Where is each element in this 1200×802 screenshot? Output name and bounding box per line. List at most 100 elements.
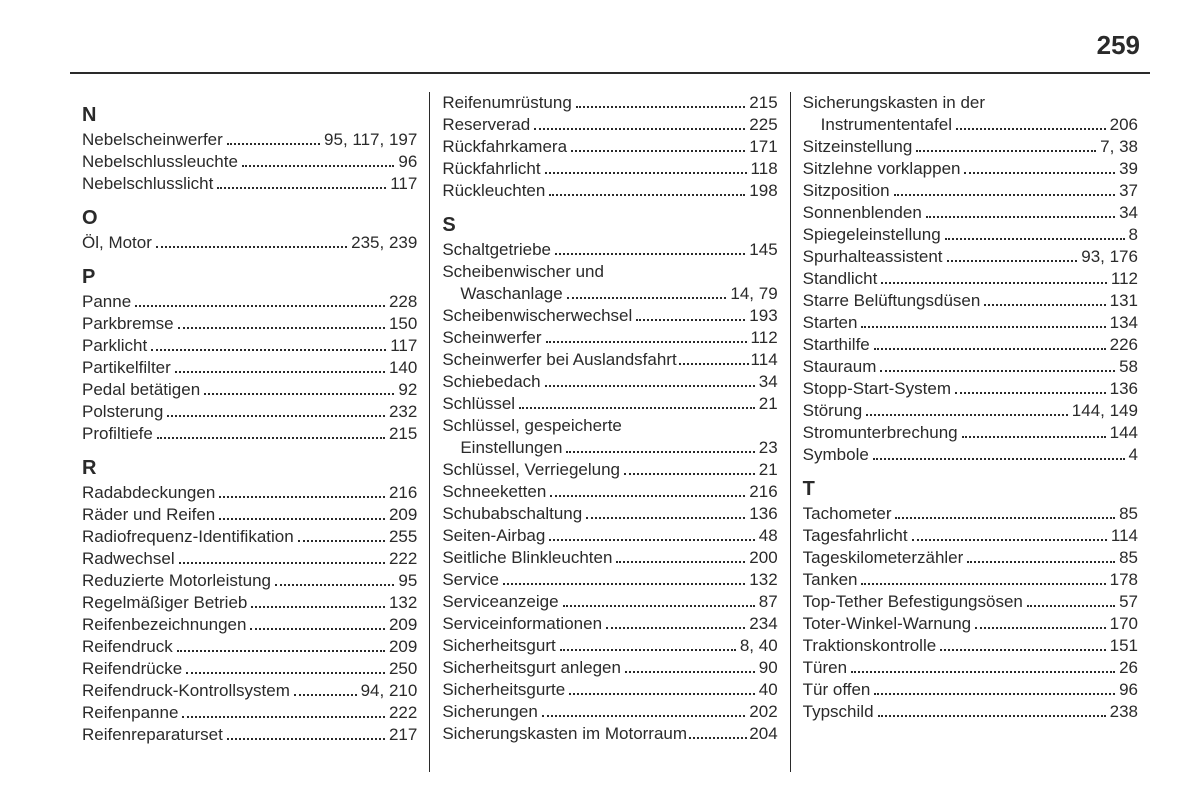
index-pages: 85 xyxy=(1119,503,1138,525)
index-term: Scheibenwischer und xyxy=(442,261,604,283)
index-entry: Reifenbezeichnungen209 xyxy=(82,614,417,636)
index-entry: Sicherheitsgurte40 xyxy=(442,679,777,701)
index-term: Tanken xyxy=(803,569,858,591)
leader-dots xyxy=(1027,605,1115,607)
index-entry: Öl, Motor235, 239 xyxy=(82,232,417,254)
index-term: Instrumententafel xyxy=(803,114,952,136)
index-entry: Stauraum58 xyxy=(803,356,1138,378)
index-entry: Sitzeinstellung7, 38 xyxy=(803,136,1138,158)
index-entry: Stromunterbrechung144 xyxy=(803,422,1138,444)
index-entry: Instrumententafel206 xyxy=(803,114,1138,136)
leader-dots xyxy=(616,561,745,563)
index-entry: Sicherungskasten im Motorraum 204 xyxy=(442,723,777,745)
index-term: Rückfahrlicht xyxy=(442,158,540,180)
leader-dots xyxy=(546,341,747,343)
leader-dots xyxy=(866,414,1068,416)
index-letter: R xyxy=(82,457,417,480)
index-pages: 209 xyxy=(389,504,417,526)
index-pages: 215 xyxy=(389,423,417,445)
index-entry: Tachometer85 xyxy=(803,503,1138,525)
index-entry: Schiebedach34 xyxy=(442,371,777,393)
index-pages: 209 xyxy=(389,614,417,636)
index-entry: Reduzierte Motorleistung95 xyxy=(82,570,417,592)
index-term: Typschild xyxy=(803,701,874,723)
index-entry: Parklicht117 xyxy=(82,335,417,357)
leader-dots xyxy=(874,348,1106,350)
leader-dots xyxy=(545,172,747,174)
leader-dots xyxy=(182,716,385,718)
index-pages: 96 xyxy=(1119,679,1138,701)
index-entry: Polsterung232 xyxy=(82,401,417,423)
index-entry: Tageskilometerzähler85 xyxy=(803,547,1138,569)
index-pages: 14, 79 xyxy=(730,283,777,305)
index-pages: 112 xyxy=(1111,268,1138,290)
index-pages: 136 xyxy=(749,503,777,525)
index-entry: Radwechsel222 xyxy=(82,548,417,570)
index-term: Radabdeckungen xyxy=(82,482,215,504)
index-pages: 21 xyxy=(759,393,778,415)
index-pages: 225 xyxy=(749,114,777,136)
index-pages: 131 xyxy=(1110,290,1138,312)
index-pages: 117 xyxy=(390,335,417,357)
index-term: Räder und Reifen xyxy=(82,504,215,526)
leader-dots xyxy=(851,671,1115,673)
index-term: Schlüssel, Verriegelung xyxy=(442,459,620,481)
index-entry: Starten134 xyxy=(803,312,1138,334)
leader-dots xyxy=(298,540,385,542)
leader-dots xyxy=(294,694,357,696)
index-pages: 222 xyxy=(389,548,417,570)
index-entry: Starre Belüftungsdüsen 131 xyxy=(803,290,1138,312)
index-pages: 92 xyxy=(398,379,417,401)
index-term: Reifenreparaturset xyxy=(82,724,223,746)
leader-dots xyxy=(135,305,385,307)
index-entry: Seitliche Blinkleuchten200 xyxy=(442,547,777,569)
index-pages: 178 xyxy=(1110,569,1138,591)
index-entry: Parkbremse150 xyxy=(82,313,417,335)
index-term: Rückfahrkamera xyxy=(442,136,567,158)
index-entry: Schneeketten216 xyxy=(442,481,777,503)
index-pages: 95, 117, 197 xyxy=(324,129,417,151)
index-term: Sicherungskasten im Motorraum xyxy=(442,723,687,745)
index-pages: 58 xyxy=(1119,356,1138,378)
leader-dots xyxy=(962,436,1106,438)
leader-dots xyxy=(156,246,347,248)
index-pages: 202 xyxy=(749,701,777,723)
leader-dots xyxy=(861,326,1105,328)
leader-dots xyxy=(894,194,1115,196)
index-entry: Panne228 xyxy=(82,291,417,313)
index-term: Waschanlage xyxy=(442,283,562,305)
index-term: Sonnenblenden xyxy=(803,202,922,224)
index-pages: 118 xyxy=(751,158,778,180)
index-pages: 85 xyxy=(1119,547,1138,569)
leader-dots xyxy=(563,605,755,607)
index-term: Scheibenwischerwechsel xyxy=(442,305,632,327)
leader-dots xyxy=(689,737,747,739)
index-pages: 250 xyxy=(389,658,417,680)
index-pages: 193 xyxy=(749,305,777,327)
index-pages: 34 xyxy=(1119,202,1138,224)
leader-dots xyxy=(549,194,745,196)
index-pages: 144, 149 xyxy=(1072,400,1138,422)
index-pages: 204 xyxy=(749,723,777,745)
index-term: Traktionskontrolle xyxy=(803,635,937,657)
leader-dots xyxy=(606,627,745,629)
index-term: Einstellungen xyxy=(442,437,562,459)
index-term: Reifendruck-Kontrollsystem xyxy=(82,680,290,702)
leader-dots xyxy=(217,187,386,189)
index-pages: 132 xyxy=(389,592,417,614)
index-pages: 114 xyxy=(1111,525,1138,547)
index-term: Reduzierte Motorleistung xyxy=(82,570,271,592)
index-term: Starre Belüftungsdüsen xyxy=(803,290,981,312)
index-term: Sitzposition xyxy=(803,180,890,202)
leader-dots xyxy=(571,150,745,152)
index-pages: 134 xyxy=(1110,312,1138,334)
index-pages: 96 xyxy=(398,151,417,173)
index-column: Reifenumrüstung215Reserverad225Rückfahrk… xyxy=(430,92,789,772)
index-entry: Sonnenblenden 34 xyxy=(803,202,1138,224)
index-pages: 226 xyxy=(1110,334,1138,356)
leader-dots xyxy=(560,649,736,651)
index-term: Top-Tether Befestigungsösen xyxy=(803,591,1023,613)
index-entry: Scheibenwischer und xyxy=(442,261,777,283)
index-term: Schlüssel, gespeicherte xyxy=(442,415,622,437)
index-pages: 170 xyxy=(1110,613,1138,635)
